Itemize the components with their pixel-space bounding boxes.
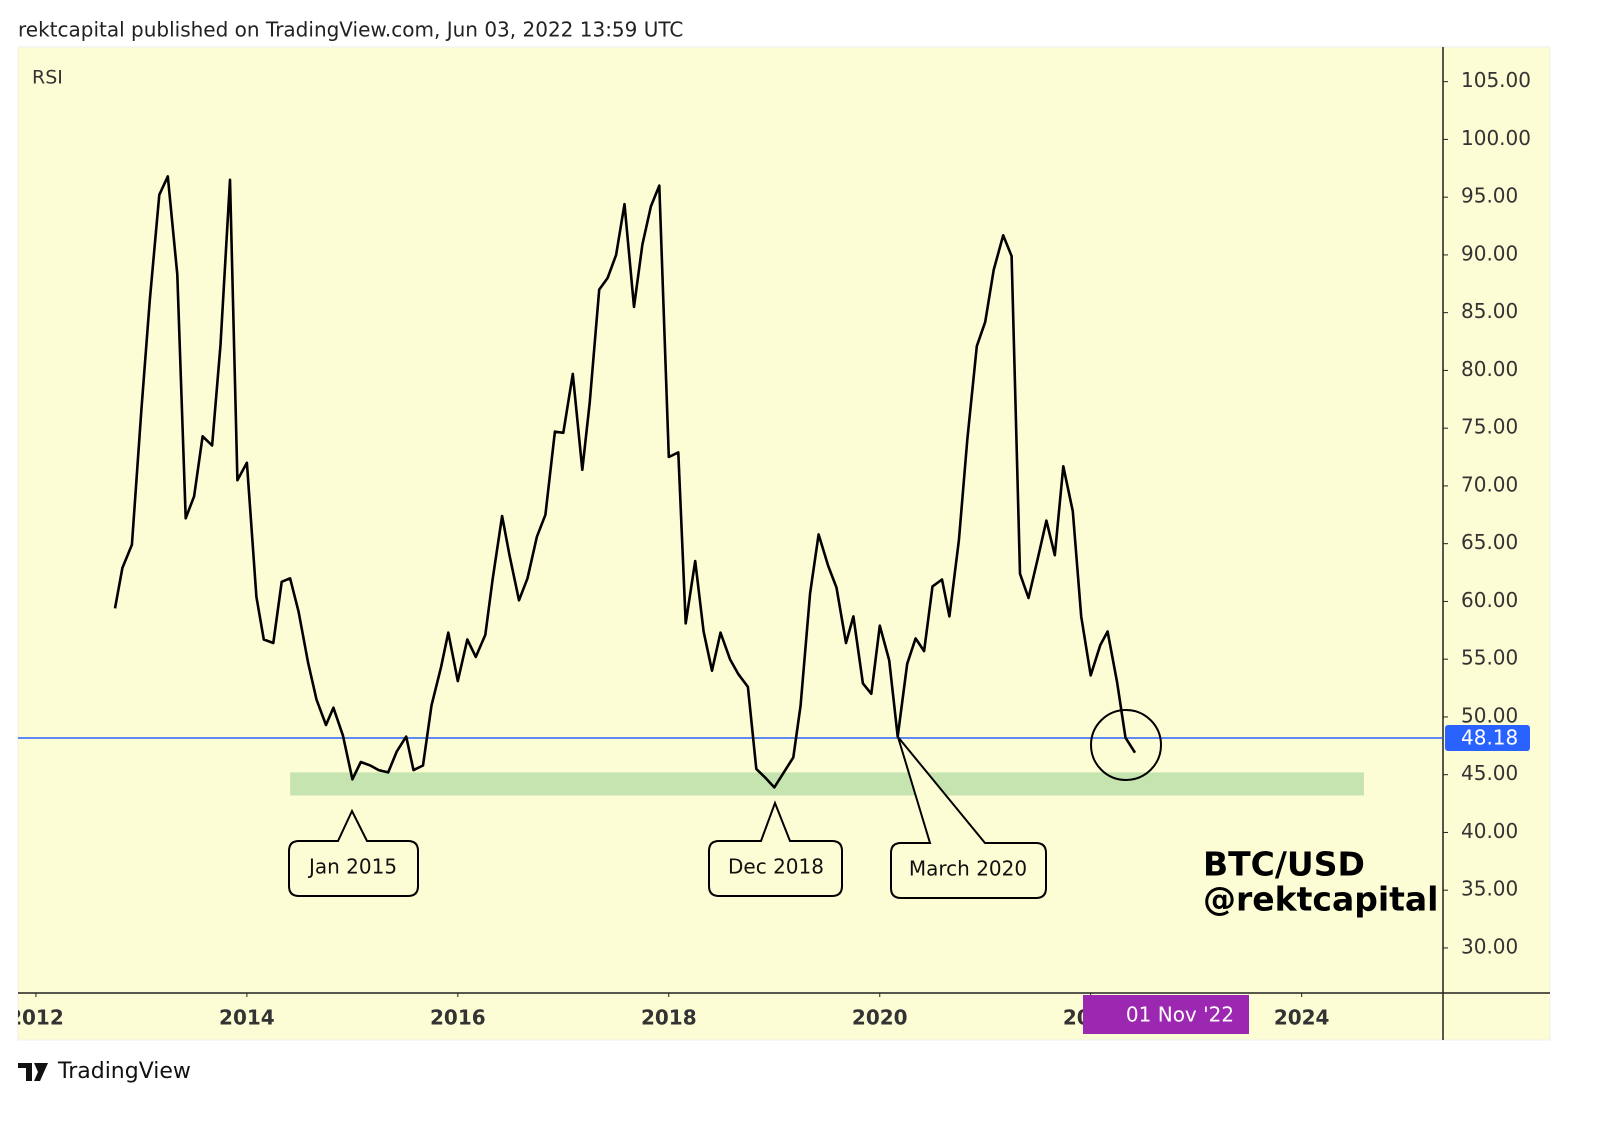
y-tick-label: 35.00 [1461, 877, 1518, 901]
x-tick-label: 2014 [219, 1006, 275, 1030]
x-tick-label: 2012 [8, 1006, 64, 1030]
callout [890, 736, 1047, 899]
x-tick-label: 2024 [1274, 1006, 1330, 1030]
header: rektcapital published on TradingView.com… [18, 18, 683, 42]
y-tick-label: 105.00 [1461, 68, 1531, 92]
annotation: Jan 2015 [307, 855, 397, 879]
annotation: March 2020 [909, 857, 1027, 881]
y-tick-label: 75.00 [1461, 415, 1518, 439]
y-tick-label: 55.00 [1461, 646, 1518, 670]
y-tick-label: 65.00 [1461, 530, 1518, 554]
rsi-line [113, 175, 1137, 789]
y-tick-label: 30.00 [1461, 934, 1518, 958]
footer-logo [18, 1063, 48, 1081]
y-tick-label: 90.00 [1461, 241, 1518, 265]
y-tick-label: 40.00 [1461, 819, 1518, 843]
y-tick-label: 50.00 [1461, 703, 1518, 727]
series-label: RSI [32, 67, 63, 89]
current-value-label: 48.18 [1461, 725, 1518, 749]
crosshair-label: 01 Nov '22 [1126, 1003, 1234, 1027]
x-tick-label: 2016 [430, 1006, 486, 1030]
annotation: Dec 2018 [728, 855, 824, 879]
y-tick-label: 95.00 [1461, 184, 1518, 208]
highlight-circle [1090, 709, 1162, 781]
crosshair-box [1083, 995, 1249, 1034]
y-tick-label: 70.00 [1461, 472, 1518, 496]
y-tick-label: 85.00 [1461, 299, 1518, 323]
y-tick-label: 60.00 [1461, 588, 1518, 612]
y-tick-label: 100.00 [1461, 126, 1531, 150]
x-tick-label: 2018 [641, 1006, 697, 1030]
current-value-box [1445, 724, 1530, 751]
y-tick-label: 45.00 [1461, 761, 1518, 785]
watermark: BTC/USD [1203, 845, 1365, 884]
y-tick-label: 80.00 [1461, 357, 1518, 381]
callout [708, 800, 843, 897]
support-zone [290, 772, 1364, 796]
x-tick-label: 2020 [852, 1006, 908, 1030]
callout [288, 808, 419, 897]
watermark: @rektcapital [1203, 880, 1439, 919]
footer: TradingView [57, 1059, 191, 1084]
